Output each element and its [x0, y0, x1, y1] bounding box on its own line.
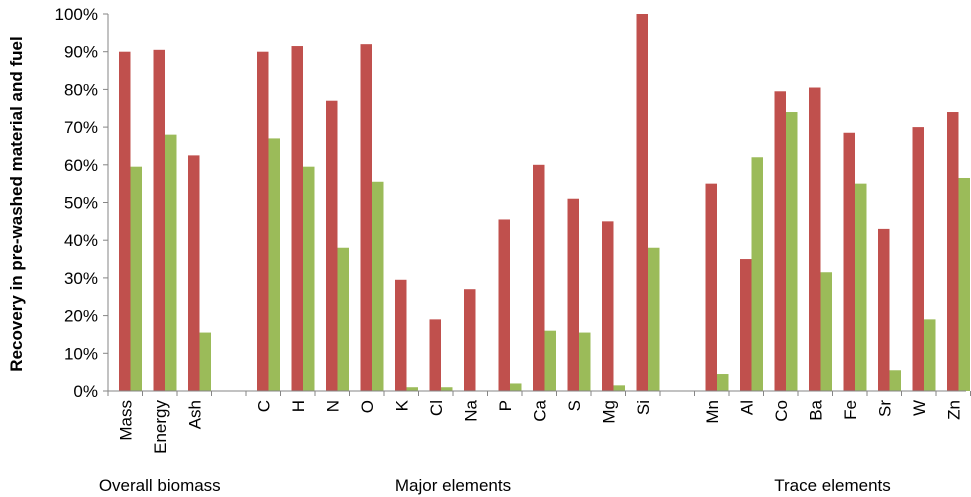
x-tick-label-na: Na [461, 399, 480, 421]
bar-zn-series-1 [947, 112, 959, 392]
x-tick-labels: Mass Energy Ash C H N O K Cl Na P Ca S Mg Si Mn Al Co Ba Fe… [116, 399, 963, 454]
bar-mass-series-2 [130, 166, 142, 391]
bar-energy-series-2 [165, 134, 177, 391]
bar-fe-series-2 [855, 183, 867, 391]
x-tick-label-h: H [289, 400, 308, 412]
x-tick-label-al: Al [737, 400, 756, 415]
bar-mass-series-1 [119, 51, 131, 391]
x-tick-label-w: W [910, 400, 929, 416]
bar-n-series-1 [326, 100, 338, 392]
bar-ca-series-2 [544, 330, 556, 391]
y-tick-label: 20% [64, 307, 98, 326]
x-tick-label-n: N [323, 400, 342, 412]
bar-w-series-2 [924, 319, 936, 391]
x-tick-label-cl: Cl [427, 400, 446, 416]
bar-si-series-1 [636, 14, 648, 391]
bar-na-series-1 [464, 289, 476, 391]
y-tick-label: 0% [73, 382, 98, 401]
y-tick-label: 70% [64, 118, 98, 137]
bar-h-series-1 [291, 46, 303, 392]
bar-fe-series-1 [843, 132, 855, 391]
group-label: Overall biomass [99, 476, 221, 495]
bar-cl-series-1 [429, 319, 441, 391]
y-tick-labels: 0% 10% 20% 30% 40% 50% 60% 70% 80% 90% 100% [55, 5, 98, 401]
bar-si-series-2 [648, 247, 660, 391]
bar-mn-series-1 [705, 183, 717, 391]
group-label: Major elements [395, 476, 511, 495]
x-tick-label-o: O [358, 400, 377, 413]
y-tick-label: 10% [64, 344, 98, 363]
bar-ash-series-1 [188, 155, 200, 391]
y-tick-label: 30% [64, 269, 98, 288]
bar-o-series-2 [372, 181, 384, 391]
bar-sr-series-2 [889, 370, 901, 391]
bar-ba-series-2 [820, 272, 832, 391]
bar-ash-series-2 [199, 332, 211, 391]
x-tick-label-co: Co [772, 400, 791, 422]
bar-p-series-2 [510, 383, 522, 391]
bar-c-series-1 [257, 51, 269, 391]
x-tick-label-ash: Ash [185, 400, 204, 429]
bar-mn-series-2 [717, 374, 729, 391]
x-tick-label-zn: Zn [944, 400, 963, 420]
bar-zn-series-2 [958, 177, 970, 391]
y-tick-label: 60% [64, 156, 98, 175]
bar-mg-series-2 [613, 385, 625, 391]
bar-p-series-1 [498, 219, 510, 391]
bar-h-series-2 [303, 166, 315, 391]
x-tick-label-mn: Mn [703, 400, 722, 424]
bar-w-series-1 [912, 127, 924, 391]
bar-o-series-1 [360, 44, 372, 391]
y-axis-label: Recovery in pre-washed material and fuel [7, 36, 26, 371]
bar-al-series-1 [740, 259, 752, 391]
bar-co-series-1 [774, 91, 786, 391]
y-tick-label: 50% [64, 194, 98, 213]
x-tick-label-si: Si [634, 400, 653, 415]
group-labels: Overall biomass Major elements Trace eleme… [99, 476, 891, 495]
bar-k-series-2 [406, 387, 418, 391]
bar-sr-series-1 [878, 228, 890, 391]
bar-n-series-2 [337, 247, 349, 391]
y-tick-label: 80% [64, 80, 98, 99]
y-tick-label: 100% [55, 5, 98, 24]
bar-c-series-2 [268, 138, 280, 391]
bar-k-series-1 [395, 279, 407, 391]
x-tick-label-k: K [392, 399, 411, 411]
x-tick-label-s: S [565, 400, 584, 411]
bar-s-series-1 [567, 198, 579, 391]
bar-s-series-2 [579, 332, 591, 391]
y-tick-label: 90% [64, 43, 98, 62]
bar-mg-series-1 [602, 221, 614, 391]
y-tick-label: 40% [64, 231, 98, 250]
group-label: Trace elements [774, 476, 891, 495]
x-tick-label-p: P [496, 400, 515, 411]
x-tick-label-mass: Mass [116, 400, 135, 441]
bars-layer [119, 14, 970, 392]
x-tick-label-ba: Ba [806, 399, 825, 420]
x-tick-label-mg: Mg [599, 400, 618, 424]
bar-energy-series-1 [153, 49, 165, 391]
bar-cl-series-2 [441, 387, 453, 391]
x-tick-label-sr: Sr [875, 400, 894, 417]
bar-ba-series-1 [809, 87, 821, 391]
x-tick-label-fe: Fe [841, 400, 860, 420]
x-tick-label-ca: Ca [530, 399, 549, 421]
bar-al-series-2 [751, 157, 763, 391]
x-tick-label-c: C [254, 400, 273, 412]
bar-ca-series-1 [533, 164, 545, 391]
bar-co-series-2 [786, 112, 798, 392]
x-tick-label-energy: Energy [151, 400, 170, 454]
